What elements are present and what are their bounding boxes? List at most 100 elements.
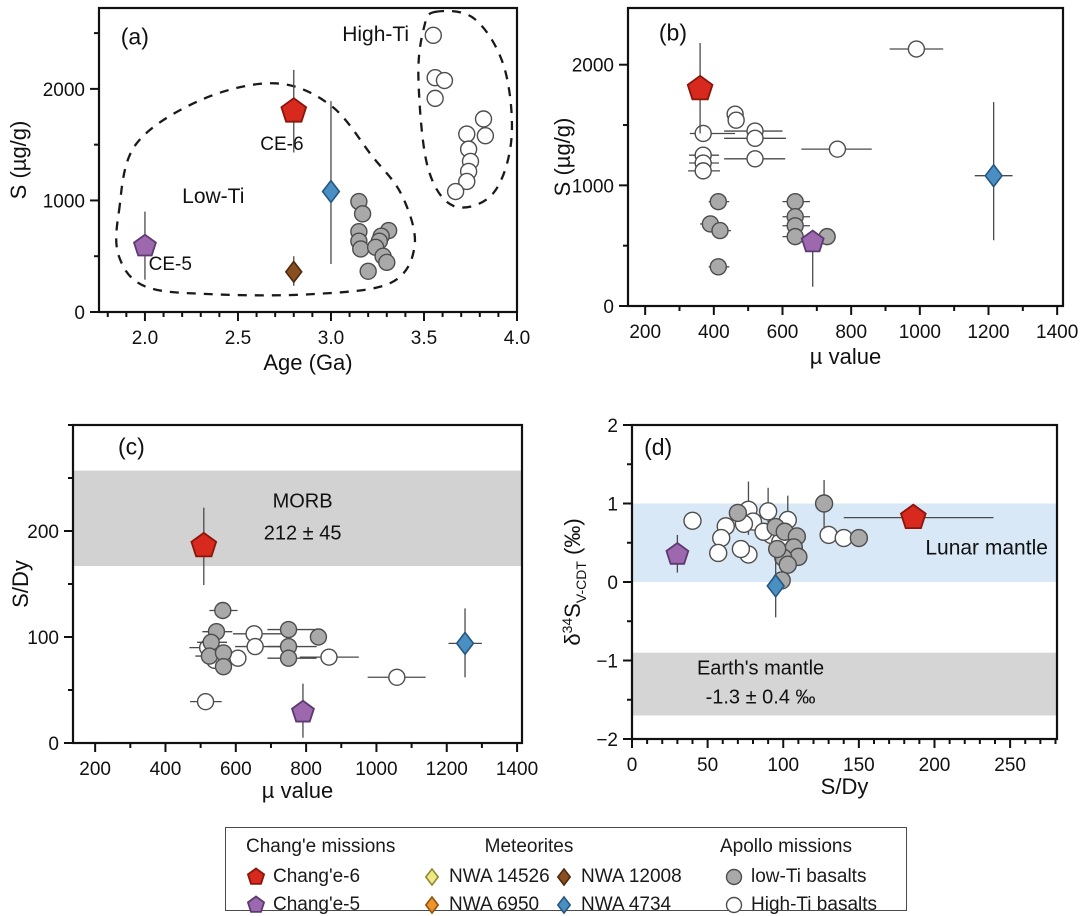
circle-marker-icon bbox=[725, 868, 743, 886]
legend-header-chang-e-missions: Chang'e missions bbox=[246, 836, 396, 857]
x-tick-label: 250 bbox=[994, 755, 1026, 776]
x-axis-label: µ value bbox=[810, 344, 881, 369]
panel-c-scatter: 200 400 600 800 1000 1200 1400 0 100 200 µ value S/… bbox=[0, 400, 540, 821]
chang-e-6-point bbox=[280, 97, 308, 123]
low-ti-basalts-point bbox=[214, 601, 232, 620]
series-low-ti-basalts bbox=[195, 601, 328, 676]
high-ti-basalts-point bbox=[458, 125, 476, 143]
legend-item-chang-e-5: Chang'e-5 bbox=[246, 894, 360, 916]
high-ti-basalts-point bbox=[246, 637, 264, 656]
x-tick-label: 200 bbox=[79, 759, 111, 780]
panel-d-svg: 0 50 100 150 200 250 −2 −1 0 1 2 S/Dy δ34SV-CDT (‰) (… bbox=[559, 416, 1059, 799]
high-ti-basalts-point bbox=[458, 172, 476, 191]
high-ti-basalts-point bbox=[476, 127, 495, 145]
y-tick-label: −1 bbox=[596, 652, 618, 673]
annotation--1-3-0-4-: -1.3 ± 0.4 ‰ bbox=[706, 687, 816, 709]
chang-e-5-point bbox=[665, 541, 690, 565]
x-tick-label: 1400 bbox=[1036, 322, 1078, 343]
low-ti-basalts-point bbox=[279, 620, 298, 639]
pentagon-marker-icon bbox=[246, 867, 266, 885]
chang-e-6-point bbox=[686, 74, 714, 101]
chang-e-5-point bbox=[132, 233, 157, 257]
panel-b-scatter: 200 400 600 800 1000 1200 1400 0 1000 2000 µ value… bbox=[540, 0, 1080, 405]
low-ti-basalts-point bbox=[378, 253, 396, 272]
axis-ticks bbox=[90, 32, 518, 321]
high-ti-basalts-point bbox=[196, 692, 215, 711]
low-ti-basalts-point bbox=[214, 657, 233, 676]
series-low-ti-basalts bbox=[350, 192, 398, 280]
legend-item-label: NWA 14526 bbox=[449, 866, 550, 887]
series-chang-e-6 bbox=[686, 42, 714, 134]
axis-ticks bbox=[64, 424, 519, 752]
x-axis-label: µ value bbox=[262, 778, 333, 803]
chang-e-5-marker bbox=[246, 895, 266, 913]
axis-ticks bbox=[623, 424, 1057, 748]
high-ti-basalts-point bbox=[727, 111, 745, 129]
y-axis-label: δ34SV-CDT (‰) bbox=[559, 518, 589, 645]
low-ti-basalts-point bbox=[849, 528, 869, 548]
x-tick-label: 1400 bbox=[496, 759, 538, 780]
series-nwa-4734 bbox=[766, 556, 786, 618]
series-chang-e-5 bbox=[132, 211, 157, 280]
legend-item-nwa-4734: NWA 4734 bbox=[554, 894, 671, 916]
legend: Chang'e missions Chang'e-6 Chang'e-5 Meteor… bbox=[225, 827, 907, 915]
panel-a-svg: 2.0 2.5 3.0 3.5 4.0 0 1000 2000 Age (Ga) S (µg/g)… bbox=[6, 6, 530, 375]
x-tick-label: 50 bbox=[697, 755, 718, 776]
high-ti-basalts-point bbox=[424, 26, 442, 45]
y-axis-label: S/Dy bbox=[8, 560, 33, 608]
series-nwa-12008 bbox=[284, 256, 303, 286]
annotation-high-ti: High-Ti bbox=[342, 23, 409, 46]
panel-c-svg: 200 400 600 800 1000 1200 1400 0 100 200 µ value S/… bbox=[8, 423, 538, 803]
nwa-6950-marker bbox=[424, 895, 440, 915]
plot-frame bbox=[97, 6, 519, 314]
high-ti-basalts-point bbox=[446, 182, 465, 201]
low-ti-basalts-point bbox=[814, 494, 834, 513]
annotation-212-45: 212 ± 45 bbox=[264, 522, 342, 544]
high-ti-basalts-point bbox=[683, 511, 702, 530]
low-ti-basalts-point bbox=[728, 503, 748, 523]
legend-item-label: NWA 6950 bbox=[449, 894, 540, 915]
low-ti-basalts-point bbox=[352, 240, 370, 258]
panel-d-scatter: 0 50 100 150 200 250 −2 −1 0 1 2 S/Dy δ34SV-CDT (‰) (… bbox=[540, 400, 1080, 821]
high-ti-basalts-point bbox=[709, 543, 728, 563]
chang-e-5-point bbox=[290, 699, 315, 723]
panel-b-svg: 200 400 600 800 1000 1200 1400 0 1000 2000 µ value… bbox=[550, 6, 1078, 369]
annotation-ce-5: CE-5 bbox=[149, 254, 192, 275]
nwa-14526-marker bbox=[424, 867, 440, 887]
legend-item-label: NWA 4734 bbox=[581, 894, 672, 915]
high-ti-basalts-point bbox=[819, 525, 838, 545]
low-ti-basalts-point bbox=[786, 192, 804, 211]
y-tick-label: 200 bbox=[27, 522, 59, 543]
pentagon-marker-icon bbox=[246, 895, 266, 913]
high-ti-basalts-point bbox=[828, 140, 847, 158]
x-tick-label: 2.0 bbox=[132, 328, 158, 349]
x-tick-label: 150 bbox=[843, 755, 875, 776]
y-tick-label: 2000 bbox=[572, 56, 614, 77]
annotation-low-ti: Low-Ti bbox=[182, 185, 244, 208]
annotation-earth-s-mantle: Earth's mantle bbox=[697, 658, 824, 680]
low-ti-basalts-point bbox=[309, 628, 328, 646]
legend-item-nwa-12008: NWA 12008 bbox=[554, 866, 682, 888]
x-tick-label: 1200 bbox=[967, 322, 1009, 343]
x-tick-label: 200 bbox=[919, 755, 951, 776]
nwa-4734-point bbox=[984, 163, 1004, 188]
y-tick-label: 0 bbox=[48, 734, 59, 755]
legend-item-low-ti-basalts: low-Ti basalts bbox=[724, 866, 866, 888]
x-tick-label: 800 bbox=[290, 759, 322, 780]
high-ti-basalts-marker bbox=[725, 896, 743, 914]
low-ti-basalts-point bbox=[279, 649, 298, 667]
nwa-12008-marker bbox=[556, 867, 572, 887]
diamond-marker-icon bbox=[424, 867, 440, 887]
x-tick-label: 100 bbox=[767, 755, 799, 776]
series-high-ti-basalts bbox=[688, 40, 944, 180]
chang-e-6-point bbox=[190, 531, 218, 558]
annotation-lunar-mantle: Lunar mantle bbox=[925, 537, 1048, 560]
x-tick-label: 0 bbox=[627, 755, 638, 776]
low-ti-basalts-marker bbox=[725, 868, 743, 886]
diamond-marker-icon bbox=[556, 867, 572, 887]
series-chang-e-5 bbox=[800, 229, 825, 287]
low-ti-basalts-point bbox=[767, 539, 787, 559]
high-ti-basalts-point bbox=[388, 668, 406, 686]
morb-band bbox=[73, 470, 522, 566]
